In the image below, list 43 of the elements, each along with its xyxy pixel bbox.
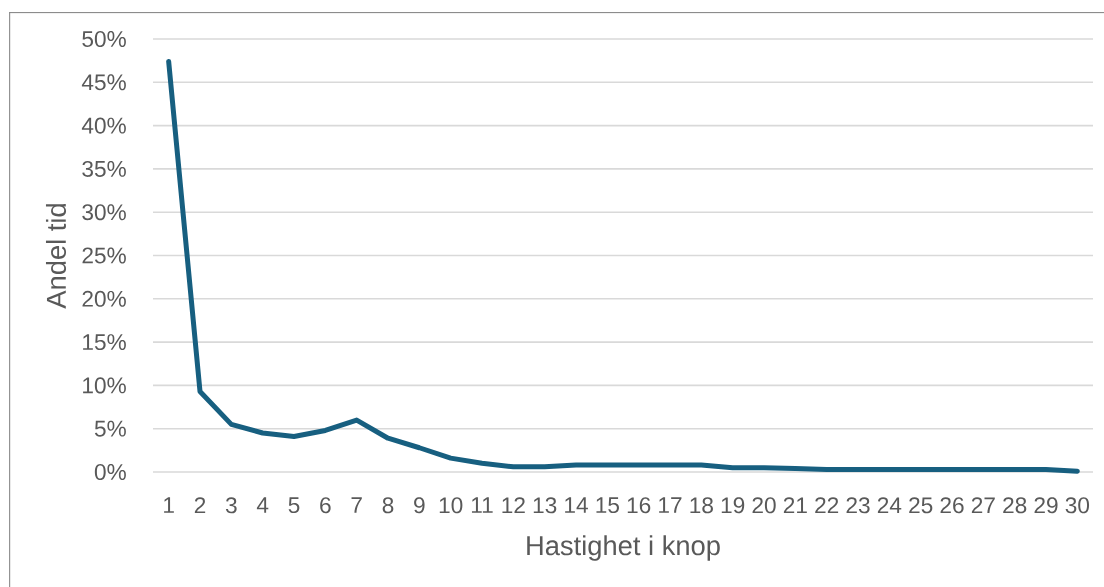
x-tick-label: 10	[439, 497, 463, 514]
x-tick-label: 7	[351, 497, 362, 513]
y-tick-label: 25%	[82, 247, 126, 264]
x-tick-label: 27	[971, 497, 995, 514]
x-tick-label: 5	[288, 497, 300, 514]
x-tick-label: 1	[164, 497, 174, 513]
x-tick-label: 6	[320, 497, 331, 514]
y-tick-label: 15%	[83, 334, 126, 351]
y-tick-label: 5%	[94, 420, 126, 437]
y-tick-label: 20%	[82, 290, 126, 307]
x-tick-label: 19	[721, 497, 745, 514]
x-tick-label: 24	[877, 497, 902, 514]
x-tick-label: 9	[414, 497, 425, 514]
y-tick-label: 30%	[82, 204, 126, 221]
x-tick-label: 21	[783, 497, 807, 514]
x-tick-label: 18	[690, 497, 713, 514]
x-tick-label: 26	[940, 497, 964, 514]
y-tick-label: 40%	[81, 117, 126, 134]
x-axis-title: Hastighet i knop	[527, 535, 720, 561]
y-tick-label: 50%	[82, 30, 126, 48]
x-tick-label: 4	[256, 497, 269, 513]
x-tick-label: 15	[596, 497, 619, 514]
x-tick-label: 12	[502, 497, 525, 514]
y-axis-title: Andel tid	[45, 204, 67, 309]
x-tick-label: 2	[194, 497, 206, 514]
x-tick-label: 16	[627, 497, 651, 514]
x-tick-label: 20	[752, 497, 776, 514]
x-tick-label: 11	[471, 497, 493, 513]
y-tick-label: 45%	[81, 74, 126, 91]
x-tick-label: 14	[565, 497, 588, 513]
x-tick-label: 3	[225, 497, 237, 514]
x-tick-label: 8	[382, 497, 394, 514]
x-tick-label: 23	[846, 497, 870, 514]
y-tick-label: 0%	[94, 463, 126, 481]
x-tick-label: 29	[1034, 497, 1058, 514]
x-tick-label: 25	[909, 497, 933, 514]
x-tick-label: 13	[533, 497, 557, 514]
x-tick-label: 30	[1065, 497, 1090, 514]
y-tick-label: 35%	[82, 160, 126, 177]
x-tick-label: 17	[659, 497, 682, 513]
x-tick-label: 28	[1003, 497, 1027, 514]
x-tick-label: 22	[815, 497, 839, 514]
y-tick-label: 10%	[83, 377, 126, 394]
